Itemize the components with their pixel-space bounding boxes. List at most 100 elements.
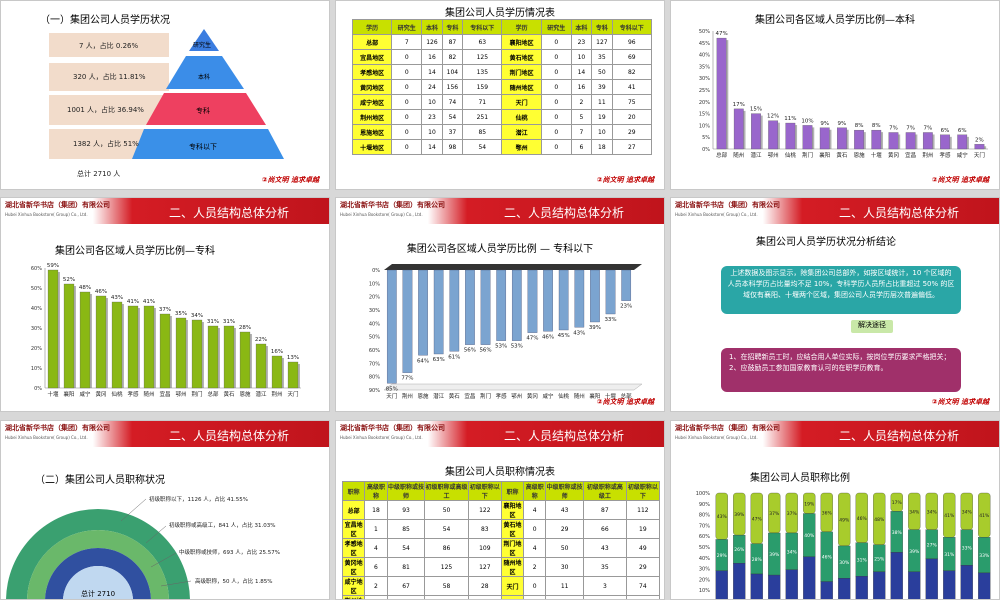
bar-side bbox=[249, 334, 252, 388]
data-label: 48% bbox=[79, 285, 91, 291]
slide-title-ratio-chart[interactable]: 湖北省新华书店（集团）有限公司 Hubei Xinhua Bookstore( G… bbox=[670, 420, 1000, 600]
table-header: 高级职称 bbox=[523, 481, 547, 501]
slide-title-fan[interactable]: 湖北省新华书店（集团）有限公司 Hubei Xinhua Bookstore( G… bbox=[0, 420, 330, 600]
bar bbox=[543, 269, 553, 332]
bachelor-chart: 0% 5% 10% 15% 20% 25% 30% 35% 40% 45% 50% 47% 总部 17% 随… bbox=[699, 29, 988, 159]
x-tick-label: 天门 bbox=[974, 151, 985, 159]
header-bar: 湖北省新华书店（集团）有限公司 Hubei Xinhua Bookstore( G… bbox=[336, 421, 664, 447]
y-tick-label: 70% bbox=[369, 361, 380, 367]
y-tick-label: 50% bbox=[699, 29, 710, 35]
data-label: 2% bbox=[975, 137, 984, 143]
bar-side bbox=[169, 316, 172, 388]
y-tick-label: 0% bbox=[34, 386, 42, 392]
table-cell: 15 bbox=[625, 595, 661, 599]
slide-title-table[interactable]: 湖北省新华书店（集团）有限公司 Hubei Xinhua Bookstore( G… bbox=[335, 420, 665, 600]
slide-title: 集团公司各区域人员学历比例—本科 bbox=[755, 15, 915, 26]
bar bbox=[922, 132, 933, 150]
table-cell: 35 bbox=[583, 557, 627, 577]
slide-bachelor-chart[interactable]: 集团公司各区域人员学历比例—本科 0% 5% 10% 15% 20% 25% 30% 35% 4… bbox=[670, 0, 1000, 190]
table-cell: 鄂州 bbox=[501, 139, 542, 155]
data-label: 41% bbox=[944, 513, 955, 519]
company-logo: 湖北省新华书店（集团）有限公司 Hubei Xinhua Bookstore( G… bbox=[340, 201, 445, 217]
table-header: 初级职称以下 bbox=[467, 481, 502, 501]
table-cell: 荆门地区 bbox=[501, 64, 542, 80]
data-label: 37% bbox=[159, 307, 171, 313]
bar bbox=[127, 305, 139, 389]
table-cell: 孝感地区 bbox=[351, 64, 393, 80]
bar-side bbox=[89, 294, 92, 388]
data-label: 39% bbox=[734, 512, 745, 518]
data-label: 8% bbox=[872, 123, 881, 129]
table-cell: 109 bbox=[467, 538, 502, 558]
data-label: 46% bbox=[542, 334, 554, 340]
table-header: 中级职称或技师 bbox=[545, 481, 584, 501]
y-tick-label: 10% bbox=[369, 281, 380, 287]
table-cell: 126 bbox=[421, 34, 443, 50]
bar bbox=[418, 269, 428, 356]
table-cell: 96 bbox=[611, 34, 653, 50]
slide-below-college-chart[interactable]: 湖北省新华书店（集团）有限公司 Hubei Xinhua Bookstore( G… bbox=[335, 197, 665, 412]
bar bbox=[511, 269, 522, 341]
table-cell: 14 bbox=[421, 139, 443, 155]
bar-segment-low bbox=[908, 571, 921, 599]
bar-side bbox=[812, 127, 815, 149]
table-cell: 28 bbox=[467, 576, 502, 596]
data-label: 10% bbox=[801, 118, 813, 124]
table-header: 初级职称或高级工 bbox=[424, 481, 469, 501]
x-tick-label: 荆门 bbox=[480, 392, 491, 400]
slogan: ②尚文明 追求卓越 bbox=[931, 176, 989, 184]
table-cell: 81 bbox=[386, 557, 426, 577]
y-tick-label: 45% bbox=[699, 41, 710, 47]
table-cell: 5 bbox=[570, 109, 593, 125]
data-label: 56% bbox=[479, 348, 491, 354]
slide-conclusion[interactable]: 湖北省新华书店（集团）有限公司 Hubei Xinhua Bookstore( G… bbox=[670, 197, 1000, 412]
slide-education-pyramid[interactable]: （一）集团公司人员学历状况 7 人，占比 0.26% 320 人，占比 11.8… bbox=[0, 0, 330, 190]
y-tick-label: 20% bbox=[699, 100, 710, 106]
table-cell: 122 bbox=[467, 500, 502, 520]
data-label: 36% bbox=[822, 510, 833, 516]
bar bbox=[905, 132, 916, 150]
data-label: 40% bbox=[804, 533, 815, 539]
section-title: 二、人员结构总体分析 bbox=[838, 206, 959, 220]
bar bbox=[785, 122, 796, 150]
bar bbox=[95, 295, 107, 389]
table-cell: 35 bbox=[591, 49, 613, 65]
y-tick-label: 40% bbox=[31, 306, 42, 312]
bar-segment-low bbox=[855, 576, 868, 599]
table-row: 咸宁地区 2 67 58 28 天门 0 11 3 74 bbox=[341, 576, 661, 596]
data-label: 47% bbox=[526, 336, 538, 342]
table-cell: 0 bbox=[540, 139, 572, 155]
y-tick-label: 25% bbox=[699, 88, 710, 94]
table-row: 宜昌地区 0 16 82 125 黄石地区 0 10 35 69 bbox=[351, 49, 653, 65]
table-cell: 74 bbox=[441, 94, 464, 110]
table-cell: 黄石地区 bbox=[501, 49, 542, 65]
x-tick-label: 襄阳 bbox=[589, 392, 600, 400]
table-cell: 0 bbox=[540, 124, 572, 140]
x-tick-label: 黄石 bbox=[836, 151, 848, 159]
slide-education-table[interactable]: 集团公司人员学历情况表 学历 研究生 本科 专科 专科以下 学历 研究生 本科 专科 专科以下 总… bbox=[335, 0, 665, 190]
table-cell: 11 bbox=[591, 94, 613, 110]
bar-side bbox=[881, 132, 884, 149]
total-label: 总计 2710 人 bbox=[77, 169, 120, 178]
table-cell: 总部 bbox=[341, 500, 366, 520]
table-cell: 43 bbox=[545, 500, 584, 520]
table-cell: 0 bbox=[391, 79, 423, 95]
table-row: 宜昌地区 1 85 54 83 黄石地区 0 29 66 19 bbox=[341, 519, 661, 539]
slide-college-chart[interactable]: 湖北省新华书店（集团）有限公司 Hubei Xinhua Bookstore( G… bbox=[0, 197, 330, 412]
data-label: 39% bbox=[909, 549, 920, 555]
header-bar: 湖北省新华书店（集团）有限公司 Hubei Xinhua Bookstore( G… bbox=[1, 198, 329, 224]
data-label: 11% bbox=[784, 116, 796, 122]
table-header: 专科以下 bbox=[611, 19, 653, 35]
table-cell: 74 bbox=[625, 576, 661, 596]
table-cell: 58 bbox=[424, 576, 469, 596]
bar-segment-low bbox=[943, 570, 956, 599]
bar bbox=[159, 313, 171, 389]
y-tick-label: 35% bbox=[699, 64, 710, 70]
table-cell: 4 bbox=[523, 538, 547, 558]
data-label: 17% bbox=[892, 500, 903, 506]
x-tick-label: 宜昌 bbox=[159, 390, 170, 398]
slide-title: 集团公司人员职称比例 bbox=[750, 473, 850, 484]
table-cell: 49 bbox=[625, 538, 661, 558]
data-label: 38% bbox=[892, 530, 903, 536]
bar-segment-low bbox=[925, 558, 938, 599]
